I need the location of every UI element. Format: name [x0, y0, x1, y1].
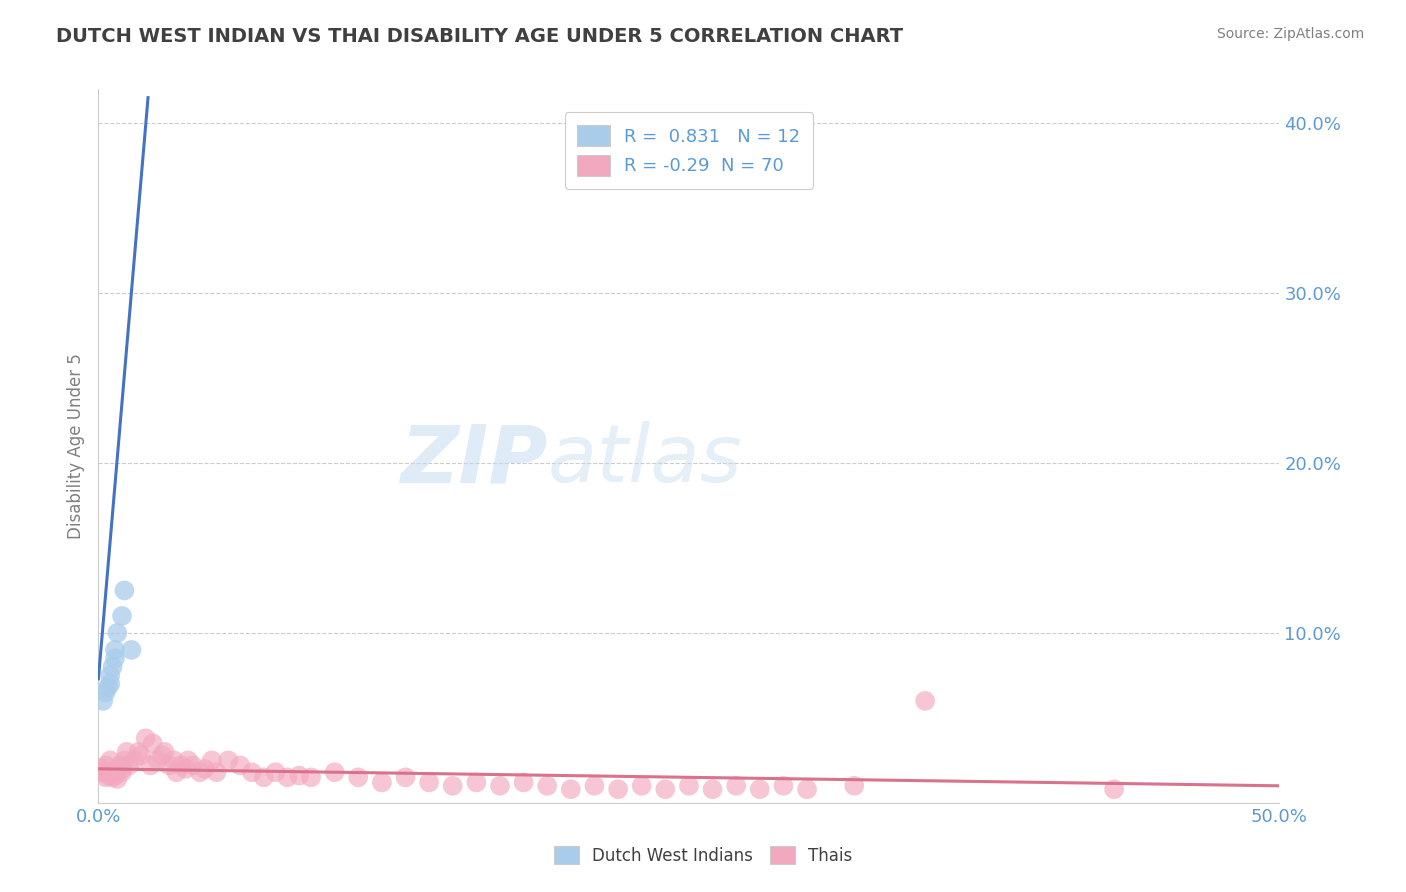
Text: DUTCH WEST INDIAN VS THAI DISABILITY AGE UNDER 5 CORRELATION CHART: DUTCH WEST INDIAN VS THAI DISABILITY AGE…	[56, 27, 904, 45]
Point	[1102, 782, 1125, 797]
Point	[112, 753, 135, 767]
Point	[108, 758, 131, 772]
Point	[796, 782, 818, 797]
Point	[146, 753, 169, 767]
Point	[276, 770, 298, 784]
Point	[165, 765, 187, 780]
Point	[98, 677, 121, 691]
Point	[91, 765, 114, 780]
Point	[153, 745, 176, 759]
Point	[90, 762, 112, 776]
Point	[121, 643, 143, 657]
Point	[323, 765, 346, 780]
Point	[98, 668, 121, 682]
Point	[240, 765, 263, 780]
Point	[177, 753, 200, 767]
Point	[105, 772, 128, 786]
Point	[441, 779, 464, 793]
Point	[157, 758, 180, 772]
Point	[299, 770, 322, 784]
Point	[489, 779, 512, 793]
Point	[654, 782, 676, 797]
Point	[418, 775, 440, 789]
Point	[115, 745, 138, 759]
Point	[914, 694, 936, 708]
Point	[163, 753, 186, 767]
Point	[139, 758, 162, 772]
Point	[465, 775, 488, 789]
Text: ZIP: ZIP	[399, 421, 547, 500]
Point	[170, 758, 193, 772]
Point	[630, 779, 652, 793]
Point	[536, 779, 558, 793]
Point	[112, 583, 135, 598]
Point	[194, 762, 217, 776]
Point	[94, 758, 117, 772]
Point	[135, 731, 157, 746]
Point	[702, 782, 724, 797]
Point	[105, 626, 128, 640]
Point	[98, 765, 121, 780]
Point	[94, 685, 117, 699]
Point	[844, 779, 866, 793]
Point	[98, 753, 121, 767]
Point	[97, 769, 120, 783]
Point	[678, 779, 700, 793]
Point	[217, 753, 239, 767]
Point	[104, 651, 127, 665]
Point	[97, 680, 120, 694]
Point	[111, 765, 134, 780]
Point	[201, 753, 224, 767]
Point	[347, 770, 370, 784]
Point	[174, 762, 197, 776]
Point	[512, 775, 534, 789]
Point	[101, 660, 124, 674]
Point	[560, 782, 582, 797]
Point	[101, 770, 124, 784]
Point	[748, 782, 770, 797]
Point	[583, 779, 606, 793]
Point	[111, 608, 134, 623]
Point	[288, 769, 311, 783]
Point	[772, 779, 794, 793]
Point	[111, 762, 134, 776]
Text: atlas: atlas	[547, 421, 742, 500]
Point	[94, 770, 117, 784]
Point	[105, 762, 128, 776]
Point	[607, 782, 630, 797]
Point	[122, 753, 145, 767]
Point	[229, 758, 252, 772]
Point	[129, 748, 152, 763]
Point	[104, 765, 127, 780]
Point	[725, 779, 748, 793]
Point	[371, 775, 394, 789]
Point	[91, 694, 114, 708]
Point	[264, 765, 287, 780]
Point	[188, 765, 211, 780]
Point	[104, 769, 127, 783]
Legend: R =  0.831   N = 12, R = -0.29  N = 70: R = 0.831 N = 12, R = -0.29 N = 70	[565, 112, 813, 188]
Point	[142, 736, 165, 750]
Y-axis label: Disability Age Under 5: Disability Age Under 5	[66, 353, 84, 539]
Point	[104, 643, 127, 657]
Point	[253, 770, 276, 784]
Point	[394, 770, 416, 784]
Point	[205, 765, 228, 780]
Point	[128, 745, 150, 759]
Text: Source: ZipAtlas.com: Source: ZipAtlas.com	[1216, 27, 1364, 41]
Legend: Dutch West Indians, Thais: Dutch West Indians, Thais	[546, 838, 860, 873]
Point	[181, 758, 204, 772]
Point	[150, 748, 173, 763]
Point	[118, 758, 141, 772]
